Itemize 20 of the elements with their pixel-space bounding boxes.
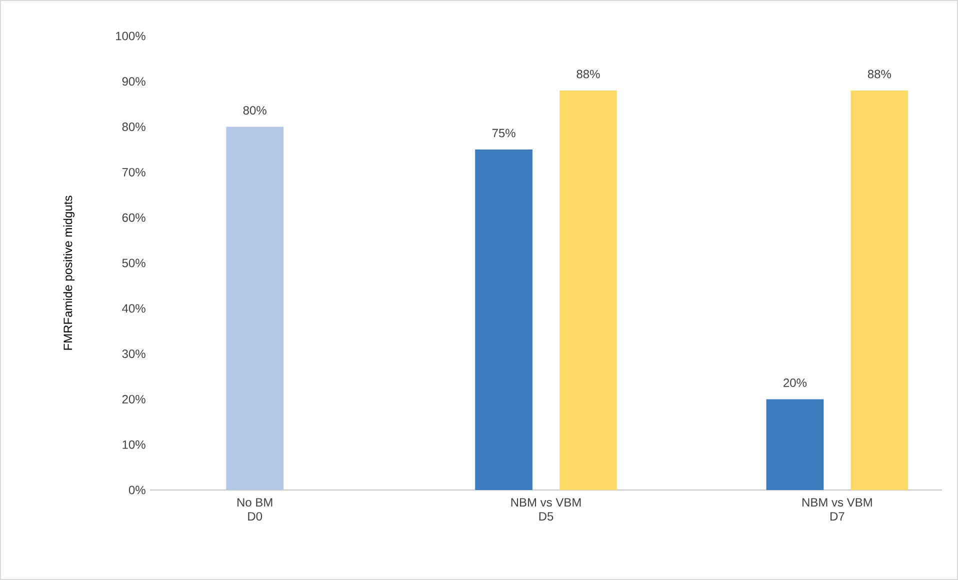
data-label: 20% xyxy=(784,378,807,388)
data-label: 80% xyxy=(243,106,266,115)
y-tick-label: 80% xyxy=(122,122,146,132)
y-tick-label: 30% xyxy=(122,350,146,358)
data-label: 88% xyxy=(868,70,891,78)
x-tick-label: NBM vs VBM D7 xyxy=(802,498,872,520)
y-tick-label: 20% xyxy=(122,394,146,404)
x-tick-label: No BM D0 xyxy=(237,498,272,521)
y-tick-label: 40% xyxy=(122,304,146,313)
x-tick-label: NBM vs VBM D5 xyxy=(511,498,581,521)
y-tick-label: 70% xyxy=(122,168,146,176)
y-tick-label: 100% xyxy=(116,32,146,40)
y-tick-label: 60% xyxy=(122,213,146,222)
y-tick-label: 90% xyxy=(122,77,146,86)
y-tick-label: 10% xyxy=(122,440,146,449)
y-axis-title: FMRFamide positive midguts xyxy=(63,196,75,350)
data-label: 75% xyxy=(492,128,516,138)
data-label: 88% xyxy=(576,70,600,78)
y-tick-label: 0% xyxy=(128,486,146,494)
y-tick-label: 50% xyxy=(122,258,146,268)
